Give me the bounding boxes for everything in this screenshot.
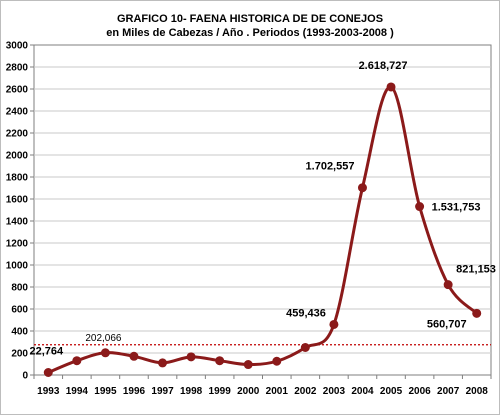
y-tick-label: 1400 — [6, 217, 29, 228]
y-tick-label: 200 — [11, 349, 28, 360]
x-tick-label: 2008 — [466, 386, 489, 397]
data-point — [72, 356, 82, 366]
data-point — [386, 82, 396, 92]
x-tick-label: 2006 — [408, 386, 431, 397]
x-tick-label: 2000 — [237, 386, 260, 397]
x-tick-label: 2004 — [351, 386, 374, 397]
y-tick-label: 400 — [11, 327, 28, 338]
chart-title: GRAFICO 10- FAENA HISTORICA DE DE CONEJO… — [116, 13, 384, 25]
data-point — [43, 367, 53, 377]
data-label: 1.702,557 — [306, 161, 355, 173]
data-point — [329, 319, 339, 329]
y-tick-label: 600 — [11, 305, 28, 316]
y-tick-label: 2200 — [6, 129, 29, 140]
data-point — [443, 280, 453, 290]
data-point — [357, 183, 367, 193]
x-tick-label: 1995 — [94, 386, 117, 397]
x-tick-label: 1997 — [151, 386, 174, 397]
data-point — [215, 356, 225, 366]
data-point — [415, 202, 425, 212]
y-tick-label: 2400 — [6, 107, 29, 118]
data-label: 22,764 — [29, 345, 64, 357]
data-point — [272, 356, 282, 366]
data-label: 1.531,753 — [432, 202, 481, 214]
x-tick-label: 1999 — [209, 386, 232, 397]
x-tick-label: 2002 — [294, 386, 317, 397]
y-tick-label: 2800 — [6, 63, 29, 74]
y-tick-label: 1000 — [6, 261, 29, 272]
data-label: 2.618,727 — [359, 60, 408, 72]
data-label: 202,066 — [85, 333, 122, 344]
data-label: 560,707 — [427, 318, 467, 330]
x-tick-label: 2001 — [266, 386, 289, 397]
y-tick-label: 1600 — [6, 195, 29, 206]
chart-subtitle: en Miles de Cabezas / Año . Periodos (19… — [106, 27, 394, 39]
data-point — [472, 308, 482, 318]
y-tick-label: 2600 — [6, 85, 29, 96]
x-tick-label: 1998 — [180, 386, 203, 397]
data-label: 821,153 — [456, 264, 496, 276]
x-tick-label: 2005 — [380, 386, 403, 397]
x-tick-label: 1993 — [37, 386, 60, 397]
x-tick-label: 1996 — [123, 386, 146, 397]
plot-area — [33, 44, 492, 376]
x-tick-label: 2003 — [323, 386, 346, 397]
y-tick-label: 0 — [22, 371, 28, 382]
x-tick-label: 2007 — [437, 386, 460, 397]
data-point — [186, 352, 196, 362]
data-point — [158, 358, 168, 368]
y-tick-label: 1200 — [6, 239, 29, 250]
data-point — [100, 348, 110, 358]
data-point — [129, 351, 139, 361]
x-tick-label: 1994 — [66, 386, 89, 397]
y-tick-label: 1800 — [6, 173, 29, 184]
y-tick-label: 3000 — [6, 41, 29, 52]
data-point — [300, 343, 310, 352]
y-tick-label: 2000 — [6, 151, 29, 162]
data-label: 459,436 — [286, 307, 326, 319]
y-tick-label: 800 — [11, 283, 28, 294]
data-point — [243, 360, 253, 370]
